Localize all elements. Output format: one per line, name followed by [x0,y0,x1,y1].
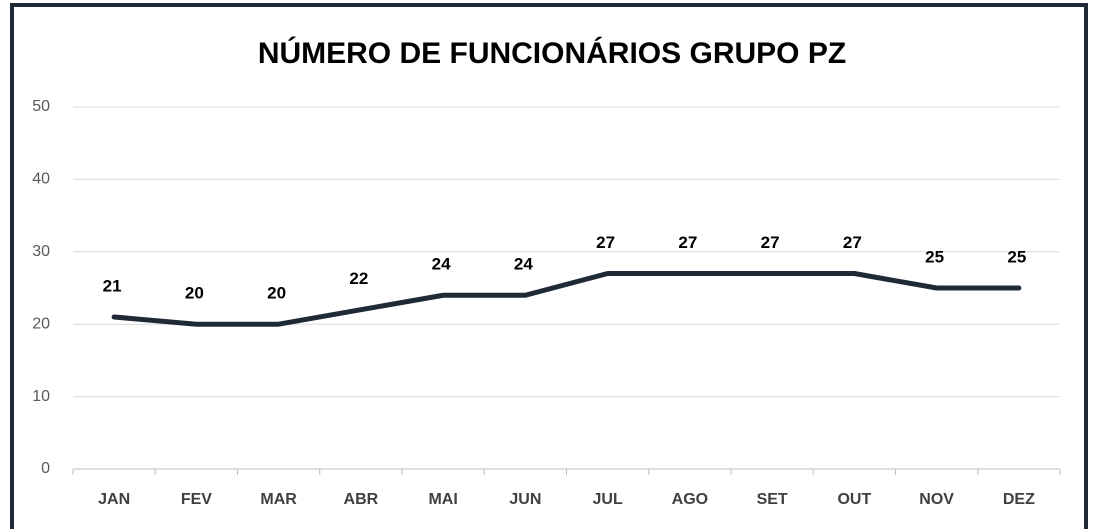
x-tick-label: NOV [919,491,954,508]
data-label: 20 [267,284,286,303]
data-label: 27 [596,233,615,252]
x-tick-label: MAR [260,491,297,508]
series-line [111,271,1022,327]
data-label: 25 [925,247,944,266]
data-label: 22 [349,269,368,288]
y-tick-label: 10 [32,388,50,405]
data-label: 25 [1007,247,1026,266]
x-tick-label: DEZ [1003,491,1035,508]
data-label: 27 [678,233,697,252]
y-tick-label: 40 [32,171,50,188]
x-tick-label: ABR [344,491,379,508]
data-label: 24 [514,255,533,274]
y-tick-label: 20 [32,315,50,332]
y-tick-label: 50 [32,98,50,115]
data-label: 20 [185,284,204,303]
x-tick-label: JAN [98,491,130,508]
y-tick-label: 30 [32,243,50,260]
x-tick-label: MAI [428,491,457,508]
x-tick-label: JUL [593,491,623,508]
x-tick-label: OUT [837,491,871,508]
chart-title: NÚMERO DE FUNCIONÁRIOS GRUPO PZ [258,36,846,70]
data-label: 27 [843,233,862,252]
chart-frame [10,3,1088,529]
x-tick-label: SET [757,491,788,508]
data-label: 21 [103,276,122,295]
data-label: 24 [432,255,451,274]
data-label: 27 [761,233,780,252]
x-tick-label: JUN [509,491,541,508]
x-tick-label: FEV [181,491,212,508]
x-tick-label: AGO [672,491,708,508]
y-tick-label: 0 [41,460,50,477]
